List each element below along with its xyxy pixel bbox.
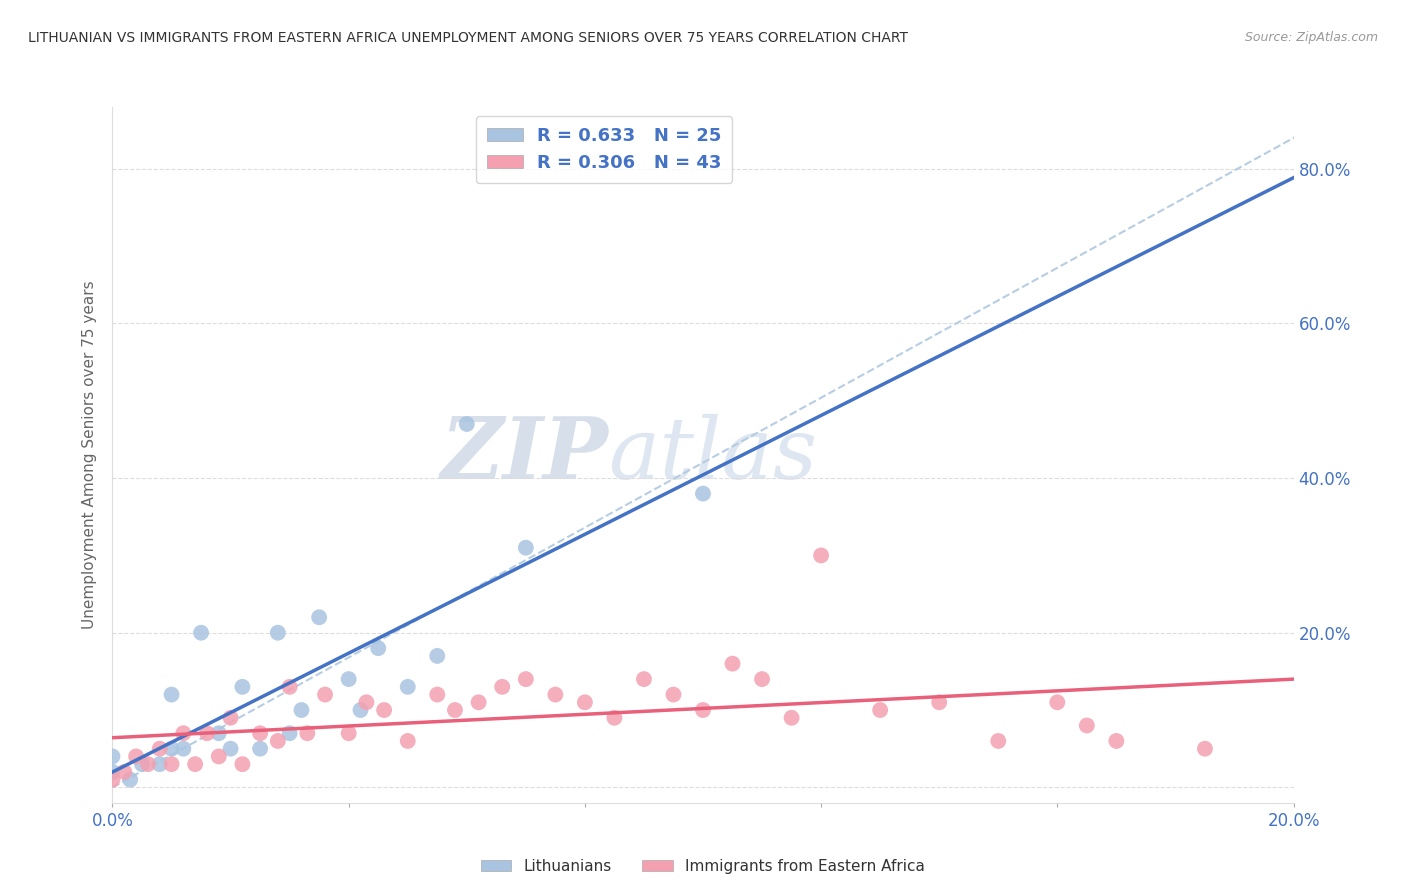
Text: atlas: atlas	[609, 414, 818, 496]
Point	[356, 695, 378, 709]
Point	[278, 680, 301, 694]
Point	[160, 757, 183, 772]
Point	[208, 749, 231, 764]
Point	[195, 726, 218, 740]
Point	[249, 726, 271, 740]
Point	[692, 703, 714, 717]
Point	[131, 757, 153, 772]
Point	[1046, 695, 1069, 709]
Point	[172, 726, 194, 740]
Point	[426, 648, 449, 663]
Point	[928, 695, 950, 709]
Point	[337, 726, 360, 740]
Point	[136, 757, 159, 772]
Point	[396, 734, 419, 748]
Point	[308, 610, 330, 624]
Point	[337, 672, 360, 686]
Point	[467, 695, 489, 709]
Point	[160, 688, 183, 702]
Point	[249, 741, 271, 756]
Point	[184, 757, 207, 772]
Point	[231, 757, 253, 772]
Point	[1194, 741, 1216, 756]
Point	[267, 734, 290, 748]
Point	[396, 680, 419, 694]
Point	[373, 703, 395, 717]
Point	[662, 688, 685, 702]
Point	[231, 680, 253, 694]
Point	[349, 703, 371, 717]
Point	[869, 703, 891, 717]
Point	[987, 734, 1010, 748]
Point	[101, 749, 124, 764]
Text: ZIP: ZIP	[440, 413, 609, 497]
Point	[172, 741, 194, 756]
Point	[314, 688, 336, 702]
Point	[290, 703, 312, 717]
Point	[367, 641, 389, 656]
Point	[721, 657, 744, 671]
Point	[219, 711, 242, 725]
Point	[810, 549, 832, 563]
Point	[692, 486, 714, 500]
Point	[515, 672, 537, 686]
Point	[456, 417, 478, 431]
Text: Source: ZipAtlas.com: Source: ZipAtlas.com	[1244, 31, 1378, 45]
Point	[112, 764, 135, 779]
Point	[544, 688, 567, 702]
Point	[780, 711, 803, 725]
Legend: Lithuanians, Immigrants from Eastern Africa: Lithuanians, Immigrants from Eastern Afr…	[475, 853, 931, 880]
Point	[219, 741, 242, 756]
Point	[160, 741, 183, 756]
Point	[101, 772, 124, 787]
Point	[208, 726, 231, 740]
Point	[149, 741, 172, 756]
Point	[149, 757, 172, 772]
Point	[120, 772, 142, 787]
Point	[491, 680, 513, 694]
Point	[444, 703, 467, 717]
Point	[125, 749, 148, 764]
Point	[190, 625, 212, 640]
Text: LITHUANIAN VS IMMIGRANTS FROM EASTERN AFRICA UNEMPLOYMENT AMONG SENIORS OVER 75 : LITHUANIAN VS IMMIGRANTS FROM EASTERN AF…	[28, 31, 908, 45]
Point	[101, 764, 124, 779]
Point	[278, 726, 301, 740]
Point	[297, 726, 319, 740]
Point	[1105, 734, 1128, 748]
Point	[633, 672, 655, 686]
Point	[1076, 718, 1098, 732]
Legend: R = 0.633   N = 25, R = 0.306   N = 43: R = 0.633 N = 25, R = 0.306 N = 43	[475, 116, 733, 183]
Y-axis label: Unemployment Among Seniors over 75 years: Unemployment Among Seniors over 75 years	[82, 281, 97, 629]
Point	[267, 625, 290, 640]
Point	[426, 688, 449, 702]
Point	[515, 541, 537, 555]
Point	[574, 695, 596, 709]
Point	[751, 672, 773, 686]
Point	[603, 711, 626, 725]
